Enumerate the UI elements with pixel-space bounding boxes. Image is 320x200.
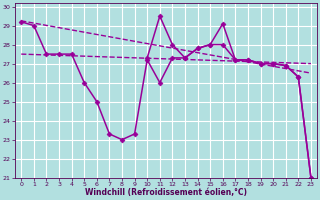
X-axis label: Windchill (Refroidissement éolien,°C): Windchill (Refroidissement éolien,°C) xyxy=(85,188,247,197)
